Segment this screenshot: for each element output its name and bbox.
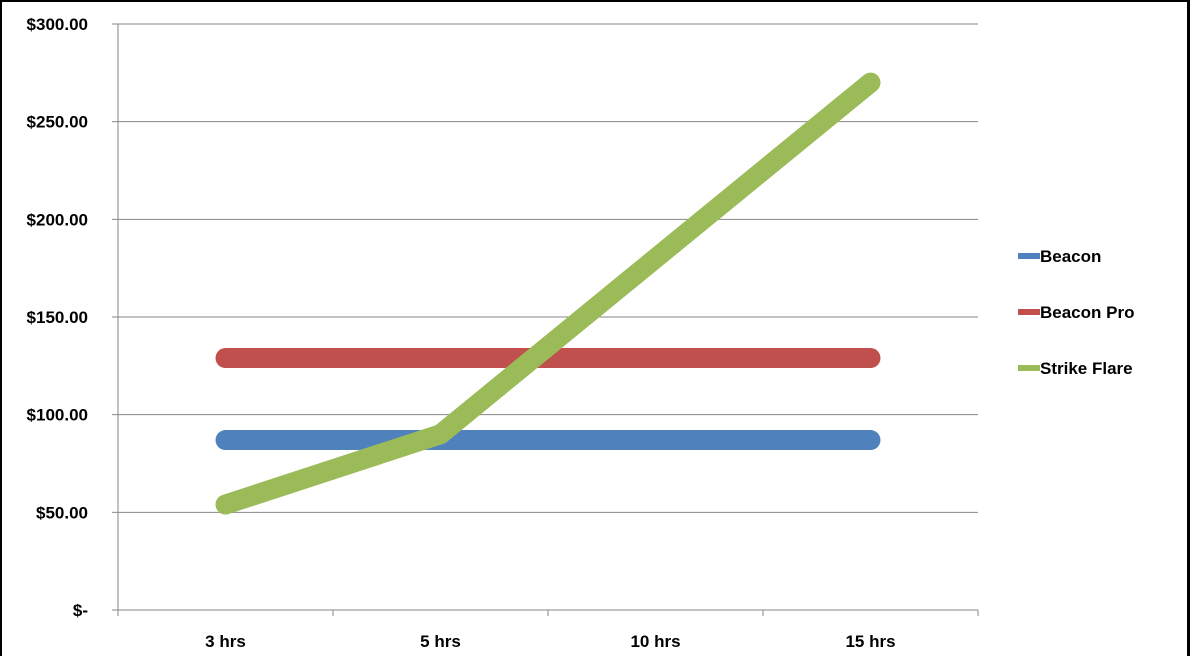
series-line xyxy=(215,72,881,515)
x-tick-labels: 3 hrs 5 hrs 10 hrs 15 hrs xyxy=(205,632,895,651)
x-tick-label: 10 hrs xyxy=(630,632,680,651)
series-lines xyxy=(215,72,881,515)
x-tick-label: 5 hrs xyxy=(420,632,461,651)
y-tick-label: $200.00 xyxy=(27,210,88,229)
y-tick-label: $- xyxy=(73,601,88,620)
y-tick-labels: $- $50.00 $100.00 $150.00 $200.00 $250.00 $300… xyxy=(27,15,88,620)
legend-label: Beacon xyxy=(1040,247,1101,266)
legend-label: Beacon Pro xyxy=(1040,303,1134,322)
y-tick-label: $50.00 xyxy=(36,503,88,522)
y-tick-label: $100.00 xyxy=(27,406,88,425)
y-tick-label: $150.00 xyxy=(27,308,88,327)
y-tick-label: $250.00 xyxy=(27,113,88,132)
y-tick-label: $300.00 xyxy=(27,15,88,34)
x-tick-label: 15 hrs xyxy=(845,632,895,651)
legend: Beacon Beacon Pro Strike Flare xyxy=(1018,247,1134,378)
axes xyxy=(112,23,979,616)
legend-label: Strike Flare xyxy=(1040,359,1133,378)
x-tick-label: 3 hrs xyxy=(205,632,246,651)
